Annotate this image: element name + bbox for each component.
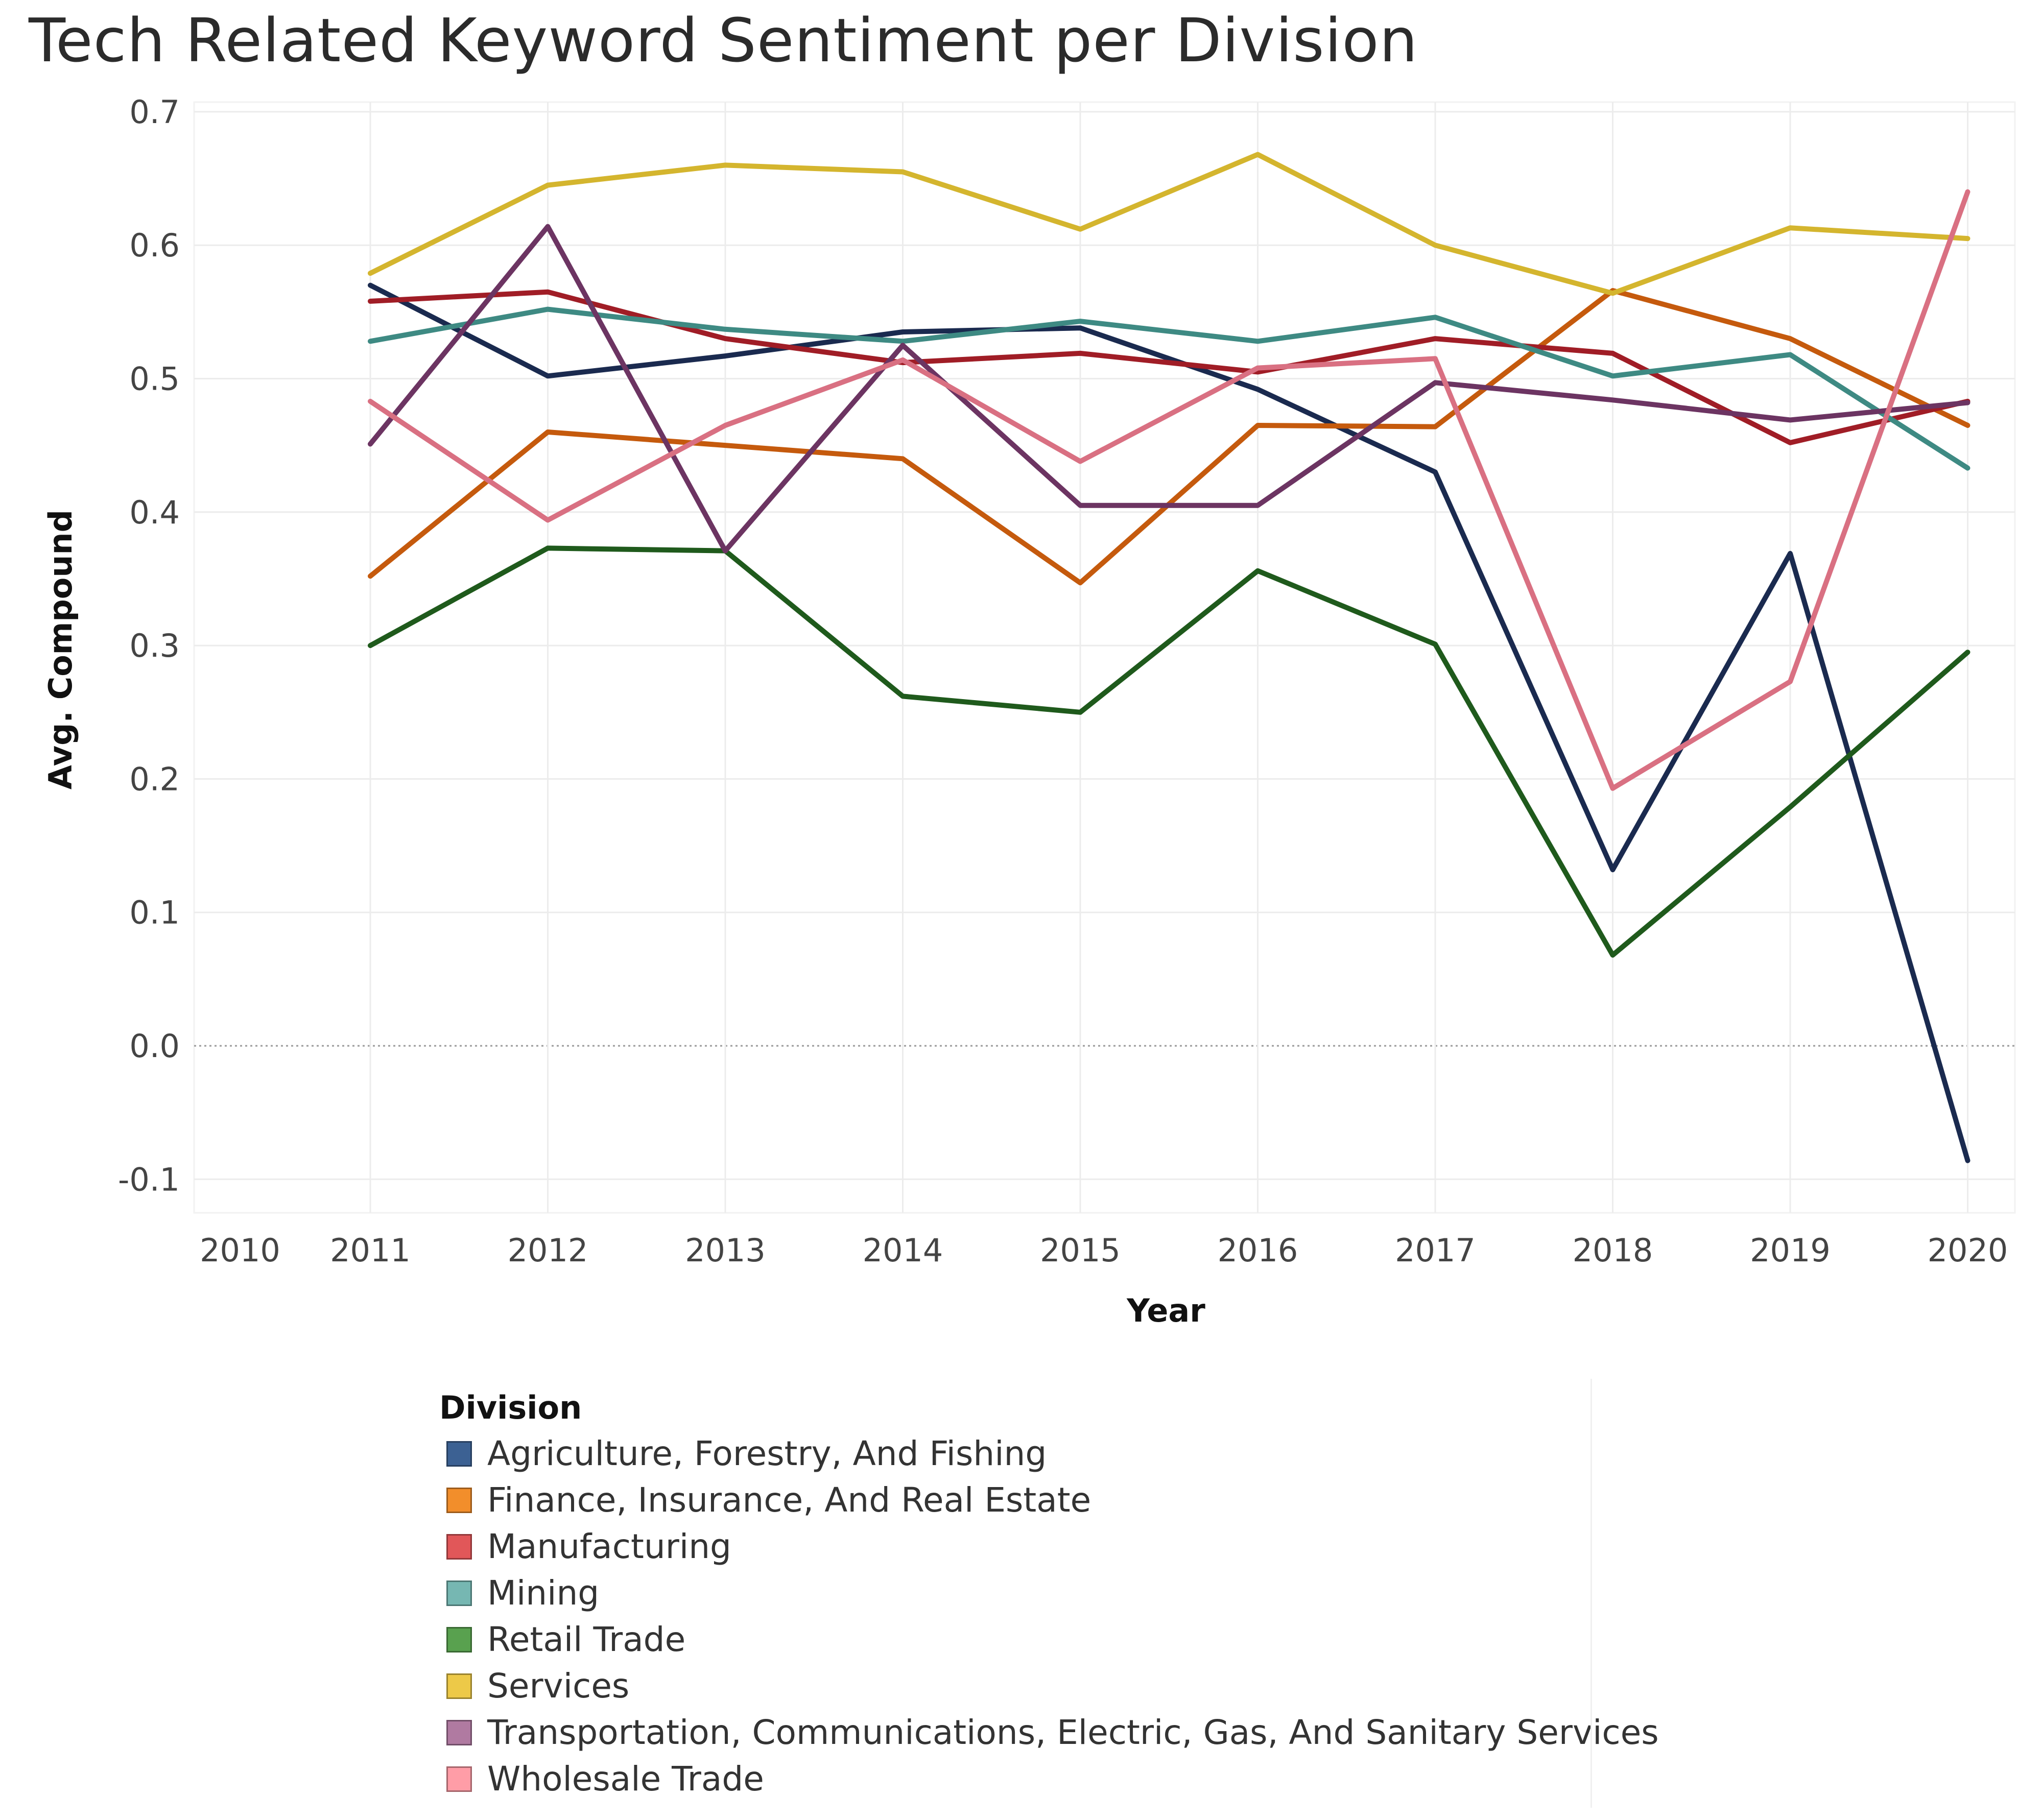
x-tick-label: 2012 (508, 1232, 588, 1269)
x-tick-label: 2018 (1573, 1232, 1653, 1269)
legend-item: Transportation, Communications, Electric… (439, 1709, 1659, 1756)
y-tick-label: 0.1 (129, 894, 180, 931)
legend-item: Retail Trade (439, 1616, 1659, 1663)
legend-swatch (446, 1673, 472, 1699)
legend-divider (1590, 1379, 1592, 1808)
x-tick-label: 2015 (1040, 1232, 1121, 1269)
legend-item: Wholesale Trade (439, 1756, 1659, 1802)
series-line-transportation-communications-electric-gas-and-sanitary-services (368, 224, 1970, 554)
legend-item: Manufacturing (439, 1523, 1659, 1570)
y-tick-label: 0.5 (129, 361, 180, 398)
legend-title: Division (439, 1389, 582, 1426)
x-axis-title: Year (1126, 1292, 1205, 1329)
y-tick-label: 0.3 (129, 627, 180, 664)
chart-title: Tech Related Keyword Sentiment per Divis… (29, 5, 1418, 76)
x-tick-label: 2019 (1750, 1232, 1831, 1269)
legend-label: Wholesale Trade (487, 1759, 764, 1799)
y-tick-label: 0.2 (129, 760, 180, 798)
legend-swatch (446, 1719, 472, 1745)
legend-label: Manufacturing (487, 1527, 731, 1566)
legend-label: Services (487, 1666, 630, 1706)
legend-label: Retail Trade (487, 1620, 686, 1659)
y-tick-label: -0.1 (118, 1161, 180, 1198)
y-tick-label: 0.0 (129, 1027, 180, 1065)
x-tick-label: 2020 (1928, 1232, 2008, 1269)
legend-label: Transportation, Communications, Electric… (487, 1713, 1659, 1752)
series-line-mining (368, 306, 1970, 471)
legend-item: Finance, Insurance, And Real Estate (439, 1477, 1659, 1523)
gridlines (194, 102, 2015, 1213)
legend-label: Finance, Insurance, And Real Estate (487, 1480, 1091, 1520)
series-line-services (368, 152, 1970, 296)
legend-item: Services (439, 1663, 1659, 1709)
y-tick-label: 0.6 (129, 227, 180, 264)
x-tick-label: 2013 (685, 1232, 766, 1269)
axes: -0.1 0.0 0.1 0.2 0.3 0.4 0.5 0.6 0.7 2010 2011 2012… (42, 93, 2008, 1329)
series-line-manufacturing (368, 289, 1970, 445)
y-tick-label: 0.7 (129, 93, 180, 131)
x-tick-label: 2016 (1218, 1232, 1298, 1269)
legend-swatch (446, 1766, 472, 1792)
legend-swatch (446, 1441, 472, 1467)
y-axis-title: Avg. Compound (42, 510, 79, 789)
series-line-retail-trade (368, 545, 1970, 958)
series-line-wholesale-trade (368, 189, 1970, 791)
legend: Division Agriculture, Forestry, And Fish… (439, 1389, 1659, 1802)
x-tick-label: 2010 (200, 1232, 280, 1269)
legend-item: Agriculture, Forestry, And Fishing (439, 1430, 1659, 1477)
plot-area (193, 101, 2016, 1214)
series-line-agriculture-forestry-and-fishing (368, 282, 1970, 1163)
x-tick-label: 2014 (863, 1232, 943, 1269)
legend-label: Mining (487, 1573, 600, 1613)
y-tick-label: 0.4 (129, 494, 180, 531)
legend-swatch (446, 1487, 472, 1513)
legend-swatch (446, 1534, 472, 1560)
legend-swatch (446, 1626, 472, 1653)
legend-label: Agriculture, Forestry, And Fishing (487, 1434, 1047, 1473)
legend-swatch (446, 1580, 472, 1606)
series-line-finance-insurance-and-real-estate (368, 288, 1970, 586)
legend-item: Mining (439, 1570, 1659, 1616)
x-tick-label: 2017 (1395, 1232, 1476, 1269)
series-lines (368, 152, 1970, 1163)
x-tick-label: 2011 (330, 1232, 411, 1269)
